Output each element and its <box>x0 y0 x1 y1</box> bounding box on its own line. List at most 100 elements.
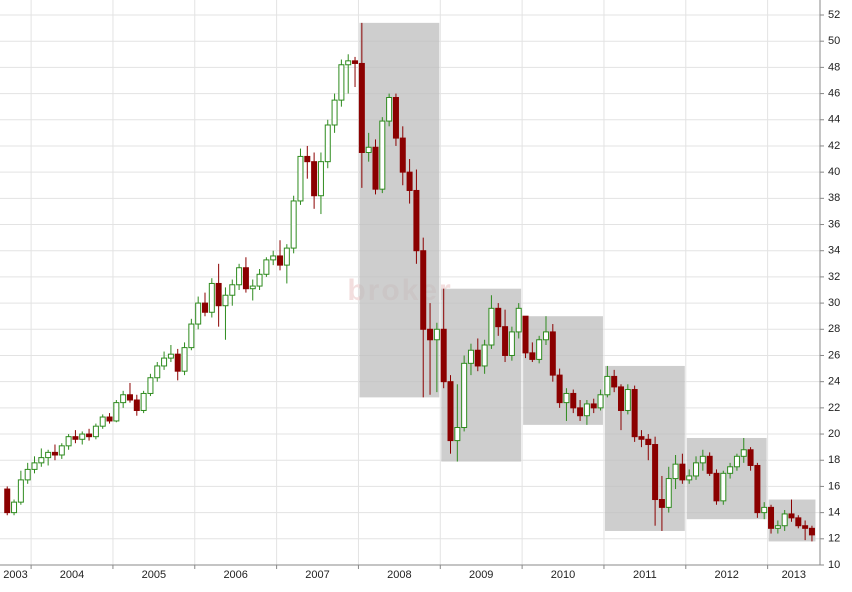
candle-body <box>352 60 359 64</box>
candle-body <box>699 455 706 464</box>
candle-body <box>324 124 331 163</box>
candle-body <box>781 513 788 527</box>
candle-body <box>618 386 625 411</box>
candle-body <box>317 161 324 197</box>
candle-body <box>195 302 202 325</box>
y-tick-label: 26 <box>828 349 840 361</box>
candle-body <box>413 189 420 252</box>
candle-body <box>679 463 686 481</box>
y-tick-label: 36 <box>828 218 840 230</box>
candle-body <box>706 455 713 474</box>
candle-body <box>461 362 468 429</box>
candle-body <box>788 513 795 519</box>
candle-body <box>665 478 672 508</box>
candle-body <box>249 285 256 290</box>
year-range-box <box>523 316 603 425</box>
candle-body <box>583 403 590 417</box>
candle-body <box>290 200 297 249</box>
candle-body <box>31 462 38 470</box>
candle-body <box>65 436 72 447</box>
x-tick-label: 2004 <box>60 569 84 581</box>
candle-body <box>386 97 393 122</box>
candle-body <box>72 436 79 440</box>
y-tick-label: 40 <box>828 166 840 178</box>
y-tick-label: 24 <box>828 376 840 388</box>
candle-body <box>549 331 556 376</box>
candle-body <box>188 323 195 349</box>
candle-body <box>154 365 161 379</box>
candle-body <box>51 451 58 456</box>
candle-body <box>174 353 181 372</box>
candle-body <box>126 394 133 401</box>
candle-body <box>38 457 45 464</box>
candle-body <box>733 455 740 468</box>
candle-body <box>645 438 652 446</box>
x-tick-label: 2003 <box>3 569 27 581</box>
candle-body <box>454 427 461 442</box>
candle-body <box>167 353 174 359</box>
x-tick-label: 2013 <box>782 569 806 581</box>
candle-body <box>297 155 304 202</box>
candle-body <box>79 433 86 440</box>
candle-body <box>106 416 113 422</box>
candle-body <box>113 402 120 422</box>
candle-body <box>427 328 434 341</box>
candle-body <box>99 416 106 427</box>
candle-body <box>488 307 495 346</box>
candle-body <box>202 302 208 313</box>
candle-body <box>536 339 543 360</box>
candle-body <box>365 146 372 153</box>
candle-body <box>222 294 229 307</box>
candle-body <box>379 120 386 190</box>
candle-body <box>263 259 270 275</box>
candle-body <box>420 250 427 330</box>
candle-body <box>597 394 604 409</box>
candle-body <box>658 499 665 508</box>
candle-body <box>542 331 549 341</box>
candle-body <box>713 472 720 502</box>
candle-body <box>161 357 168 367</box>
candle-body <box>529 352 536 360</box>
candle-body <box>17 479 24 503</box>
y-tick-label: 10 <box>828 559 840 571</box>
candle-body <box>563 392 570 404</box>
candle-body <box>433 328 440 341</box>
candle-body <box>611 375 618 388</box>
candle-body <box>467 349 474 364</box>
candle-body <box>508 331 515 356</box>
y-tick-label: 48 <box>828 61 840 73</box>
candle-body <box>120 394 127 404</box>
candle-body <box>795 517 802 527</box>
y-tick-label: 20 <box>828 428 840 440</box>
year-range-box <box>359 22 440 398</box>
y-tick-label: 18 <box>828 454 840 466</box>
y-tick-label: 52 <box>828 9 840 21</box>
candle-body <box>24 468 31 481</box>
candle-body <box>556 374 563 404</box>
candle-body <box>693 462 700 477</box>
candle-body <box>577 407 584 417</box>
x-tick-label: 2007 <box>305 569 329 581</box>
candle-body <box>86 433 93 438</box>
y-tick-label: 42 <box>828 140 840 152</box>
candle-body <box>754 464 761 514</box>
candle-body <box>768 506 775 529</box>
candle-body <box>570 392 577 409</box>
candle-body <box>133 399 140 411</box>
candle-body <box>392 97 399 139</box>
candle-body <box>399 137 406 173</box>
candle-body <box>761 506 768 514</box>
y-tick-label: 50 <box>828 35 840 47</box>
candle-body <box>92 425 99 438</box>
candle-body <box>604 375 611 396</box>
candle-body <box>372 146 379 190</box>
y-tick-label: 44 <box>828 114 840 126</box>
candle-body <box>638 436 645 440</box>
candle-body <box>474 349 481 367</box>
y-tick-label: 22 <box>828 402 840 414</box>
candle-body <box>727 466 734 474</box>
candle-body <box>406 171 413 191</box>
candle-body <box>774 525 781 529</box>
y-tick-label: 32 <box>828 271 840 283</box>
candle-body <box>481 344 488 367</box>
